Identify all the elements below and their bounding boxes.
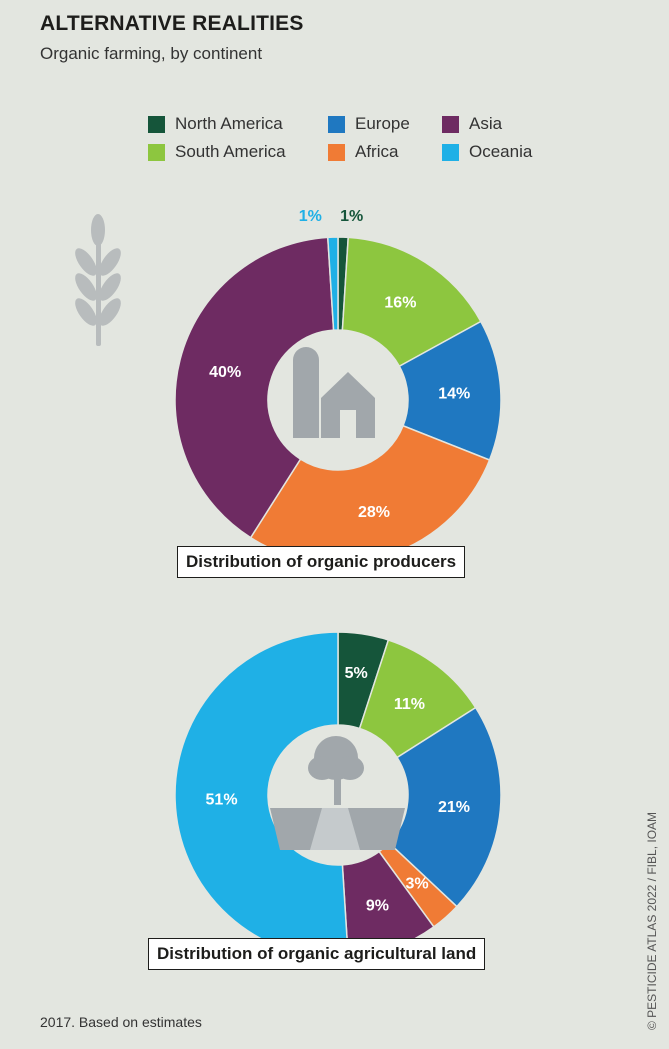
data-label-africa: 28% bbox=[358, 504, 390, 521]
footnote: 2017. Based on estimates bbox=[40, 1014, 202, 1030]
legend-label: North America bbox=[175, 114, 283, 133]
source-credit: © PESTICIDE ATLAS 2022 / FIBL, IOAM bbox=[645, 811, 659, 1030]
legend-swatch bbox=[328, 143, 345, 161]
data-label-south-america: 16% bbox=[384, 295, 416, 312]
legend-swatch bbox=[442, 143, 459, 161]
page-subtitle: Organic farming, by continent bbox=[40, 44, 263, 63]
wheat-icon bbox=[75, 214, 121, 346]
legend-swatch bbox=[442, 115, 459, 133]
legend-label: Asia bbox=[469, 114, 503, 133]
page-title: ALTERNATIVE REALITIES bbox=[40, 12, 304, 35]
legend-item-africa: Africa bbox=[328, 142, 398, 162]
legend-item-europe: Europe bbox=[328, 114, 410, 134]
data-label-asia: 9% bbox=[366, 898, 389, 915]
data-label-oceania: 51% bbox=[206, 792, 238, 809]
legend-item-north-america: North America bbox=[148, 114, 283, 134]
data-label-oceania: 1% bbox=[299, 208, 322, 225]
legend-label: Africa bbox=[355, 142, 399, 161]
legend-swatch bbox=[148, 115, 165, 133]
legend-swatch bbox=[328, 115, 345, 133]
data-label-north-america: 1% bbox=[340, 208, 363, 225]
data-label-europe: 14% bbox=[438, 386, 470, 403]
tree-field-icon bbox=[270, 736, 405, 850]
land-chart-title: Distribution of organic agricultural lan… bbox=[148, 938, 486, 970]
legend-item-asia: Asia bbox=[442, 114, 502, 134]
legend-label: Europe bbox=[355, 114, 410, 133]
data-label-europe: 21% bbox=[438, 799, 470, 816]
legend-item-oceania: Oceania bbox=[442, 142, 532, 162]
producers-chart-title: Distribution of organic producers bbox=[177, 546, 466, 578]
data-label-asia: 40% bbox=[209, 364, 241, 381]
legend-swatch bbox=[148, 143, 165, 161]
data-label-north-america: 5% bbox=[345, 665, 368, 682]
legend-label: Oceania bbox=[469, 142, 533, 161]
legend-label: South America bbox=[175, 142, 286, 161]
data-label-south-america: 11% bbox=[394, 696, 425, 713]
legend-item-south-america: South America bbox=[148, 142, 286, 162]
data-label-africa: 3% bbox=[405, 875, 428, 892]
farm-silo-barn-icon bbox=[293, 347, 375, 438]
